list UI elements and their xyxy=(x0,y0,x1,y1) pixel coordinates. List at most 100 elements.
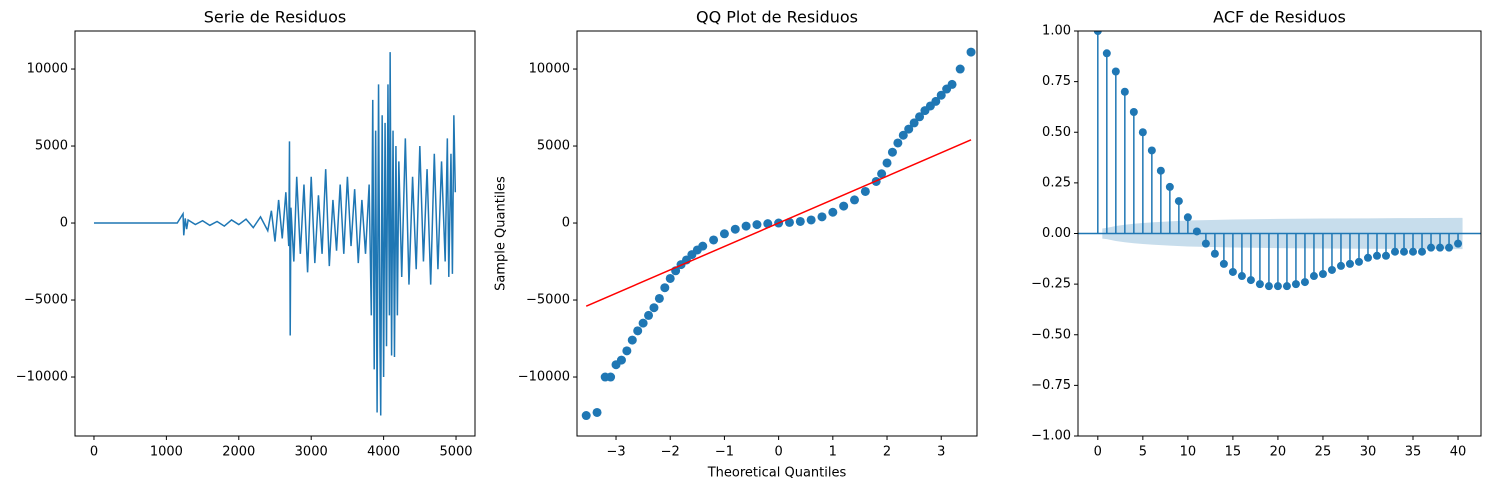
stem-marker xyxy=(1372,251,1381,260)
stem-marker xyxy=(1273,282,1282,291)
x-tick-label: 20 xyxy=(1270,445,1287,460)
stem-marker xyxy=(1309,272,1318,281)
x-tick-label: 5000 xyxy=(439,445,472,460)
stem-marker xyxy=(1228,267,1237,276)
qq-point xyxy=(839,201,849,211)
qq-point xyxy=(784,217,794,227)
stem-marker xyxy=(1138,128,1147,137)
stem-marker xyxy=(1318,270,1327,278)
y-tick-label: 5000 xyxy=(537,139,570,154)
qq-point xyxy=(627,335,637,345)
qq-point xyxy=(763,219,773,229)
stem-marker xyxy=(1237,272,1246,281)
y-tick-label: 10000 xyxy=(529,62,570,77)
stem-marker xyxy=(1436,243,1445,252)
stem-marker xyxy=(1454,239,1463,248)
stem-marker xyxy=(1354,257,1363,266)
stem-marker xyxy=(1327,265,1336,274)
qq-point xyxy=(730,224,740,234)
qq-point xyxy=(955,64,965,74)
y-tick-label: 0.25 xyxy=(1042,175,1071,190)
qq-point xyxy=(709,235,719,245)
x-tick-label: −1 xyxy=(715,445,734,460)
stem-marker xyxy=(1345,259,1354,268)
series-line xyxy=(93,52,457,416)
axes-frame xyxy=(576,30,978,437)
qq-point xyxy=(909,118,919,128)
stem-marker xyxy=(1282,282,1291,291)
stem-marker xyxy=(1201,239,1210,248)
plot-area xyxy=(581,47,976,421)
qq-point xyxy=(665,273,675,283)
stem-marker xyxy=(1418,247,1427,256)
y-tick-label: 0 xyxy=(562,216,570,231)
qq-point xyxy=(606,372,616,382)
y-tick-label: −0.50 xyxy=(1031,327,1071,342)
x-tick-label: 1000 xyxy=(150,445,183,460)
y-tick-label: −0.75 xyxy=(1031,378,1071,393)
axes-frame xyxy=(74,30,476,437)
qq-point xyxy=(719,229,729,239)
qq-point xyxy=(741,221,751,231)
stem-marker xyxy=(1400,247,1409,256)
stem-marker xyxy=(1336,261,1345,270)
qq-point xyxy=(654,293,664,303)
qq-point xyxy=(850,195,860,205)
stem-marker xyxy=(1102,49,1111,58)
y-tick-label: 0 xyxy=(60,216,68,231)
x-tick-label: 0 xyxy=(774,445,782,460)
y-tick-label: 1.00 xyxy=(1042,24,1071,39)
qq-point xyxy=(931,96,941,106)
stem-marker xyxy=(1246,276,1255,285)
qq-point xyxy=(966,47,976,57)
y-tick-label: −0.25 xyxy=(1031,277,1071,292)
x-tick-label: −2 xyxy=(661,445,680,460)
x-tick-label: 25 xyxy=(1315,445,1332,460)
stem-marker xyxy=(1156,166,1165,175)
y-tick-label: −10000 xyxy=(518,370,570,385)
y-tick-label: 0.00 xyxy=(1042,226,1071,241)
stem-marker xyxy=(1192,227,1201,236)
stem-marker xyxy=(1291,280,1300,289)
stem-marker xyxy=(1381,251,1390,260)
qq-point xyxy=(649,303,659,313)
qq-point xyxy=(638,318,648,328)
stem-marker xyxy=(1147,146,1156,155)
qq-point xyxy=(882,158,892,168)
y-tick-label: 5000 xyxy=(35,139,68,154)
x-tick-label: 35 xyxy=(1405,445,1422,460)
y-tick-label: 0.50 xyxy=(1042,125,1071,140)
qq-point xyxy=(898,130,908,140)
x-tick-label: 0 xyxy=(90,445,98,460)
y-tick-label: 10000 xyxy=(27,62,68,77)
chart-title: ACF de Residuos xyxy=(1213,8,1346,27)
qq-point xyxy=(893,138,903,148)
stem-marker xyxy=(1390,247,1399,256)
x-tick-label: 3000 xyxy=(295,445,328,460)
qq-point xyxy=(936,90,946,100)
x-tick-label: 5 xyxy=(1139,445,1147,460)
x-tick-label: 1 xyxy=(829,445,837,460)
x-tick-label: 2 xyxy=(883,445,891,460)
qq-point xyxy=(698,241,708,251)
plot-area xyxy=(1078,31,1481,291)
x-tick-label: −3 xyxy=(606,445,625,460)
x-tick-label: 10 xyxy=(1180,445,1197,460)
qq-point xyxy=(616,355,626,365)
stem-marker xyxy=(1409,247,1418,256)
chart-title: QQ Plot de Residuos xyxy=(696,8,858,27)
stem-marker xyxy=(1219,259,1228,268)
stem-marker xyxy=(1210,249,1219,258)
y-tick-label: −5000 xyxy=(24,293,68,308)
qq-point xyxy=(752,220,762,230)
y-axis-label: Sample Quantiles xyxy=(494,176,509,291)
x-tick-label: 30 xyxy=(1360,445,1377,460)
qq-point xyxy=(887,147,897,157)
x-tick-label: 4000 xyxy=(367,445,400,460)
qq-point xyxy=(947,79,957,89)
stem-marker xyxy=(1120,87,1129,96)
qq-point xyxy=(806,215,816,225)
y-tick-label: −10000 xyxy=(16,370,68,385)
x-tick-label: 40 xyxy=(1450,445,1467,460)
qq-point xyxy=(644,310,654,320)
